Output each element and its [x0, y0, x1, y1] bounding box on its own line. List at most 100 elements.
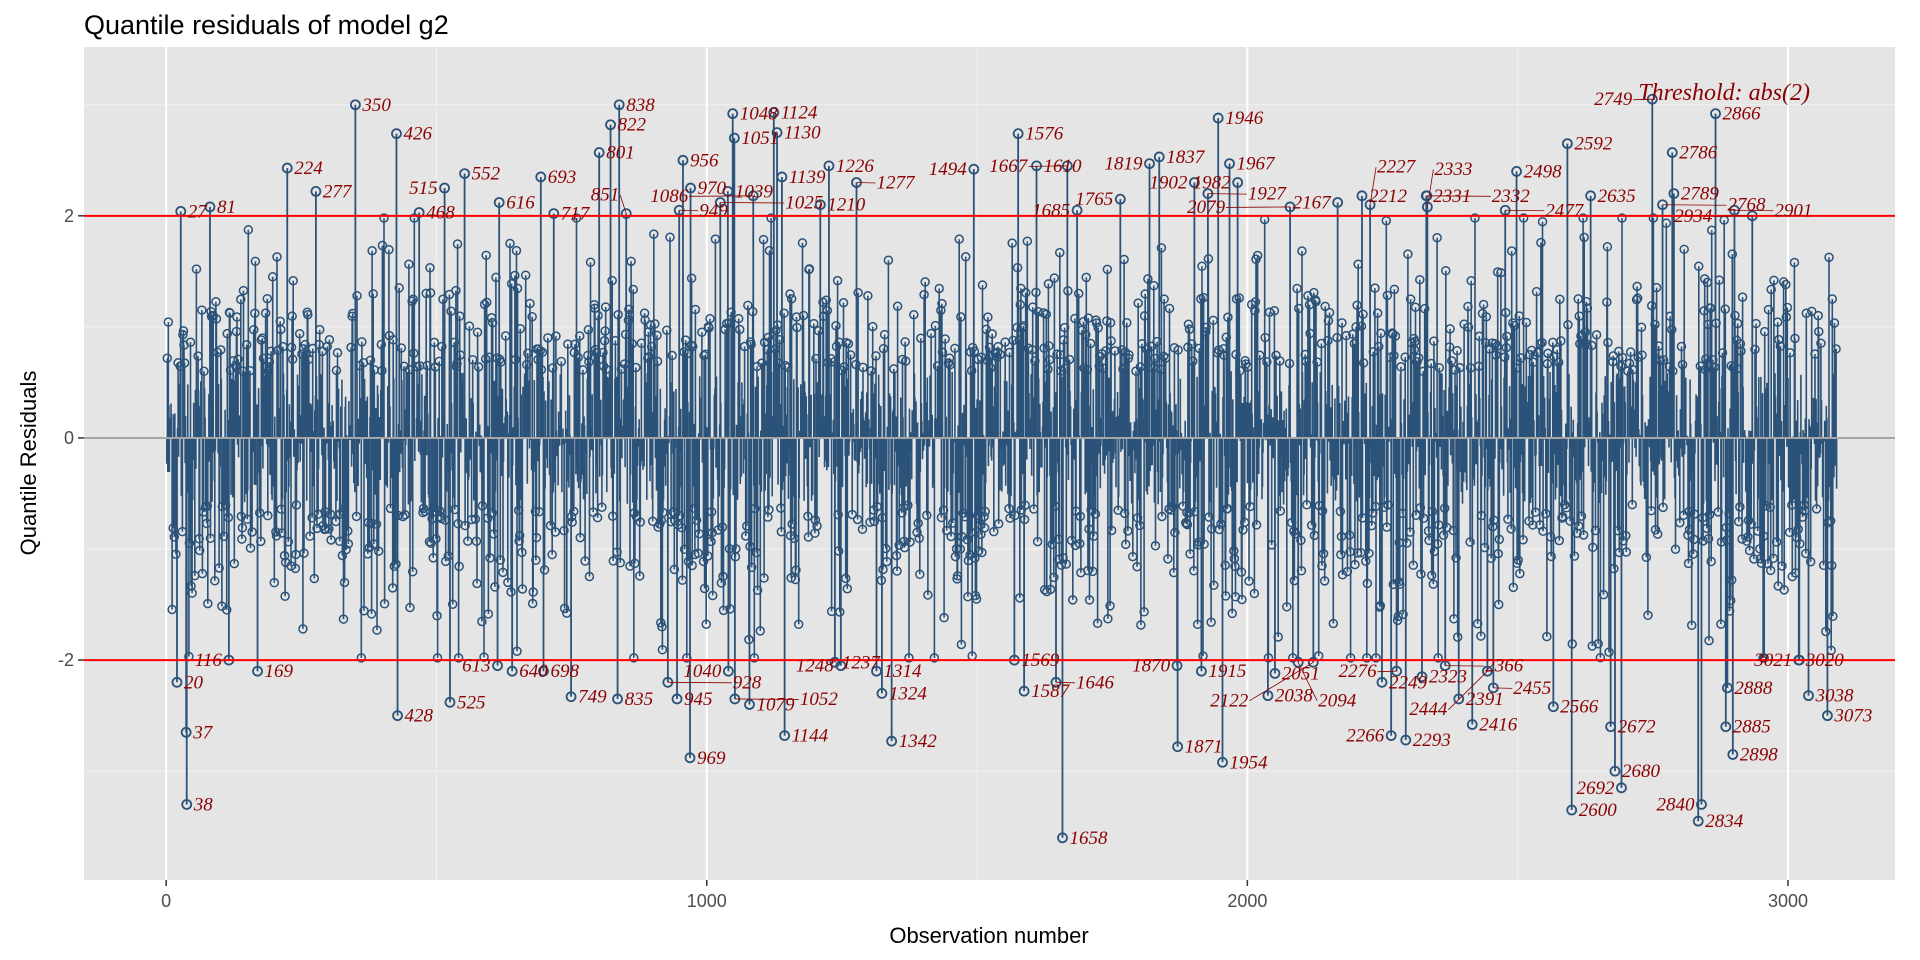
residual-point — [339, 503, 349, 514]
outlier-point — [493, 197, 505, 208]
residual-point — [1342, 566, 1353, 577]
residual-point — [1775, 341, 1786, 352]
residual-point — [845, 350, 856, 360]
residual-point — [1603, 337, 1613, 348]
outlier-point — [459, 168, 470, 180]
residual-point — [646, 341, 657, 352]
residual-point — [1349, 338, 1360, 349]
residual-point — [624, 310, 635, 320]
residual-point — [547, 363, 558, 373]
residual-point — [822, 305, 833, 316]
residual-point — [1779, 585, 1789, 595]
outlier-label: 37 — [192, 722, 214, 743]
residual-point — [1073, 288, 1084, 299]
residual-point — [1756, 558, 1767, 568]
residual-point — [1759, 653, 1769, 663]
residual-point — [1588, 542, 1598, 553]
residual-point — [899, 536, 909, 547]
residual-point — [1428, 579, 1439, 589]
residual-point — [1617, 213, 1627, 223]
label-leader-line — [1734, 209, 1774, 212]
residual-point — [1305, 328, 1315, 339]
residual-point — [236, 294, 246, 305]
residual-point — [248, 324, 259, 335]
x-axis-title: Observation number — [889, 923, 1088, 948]
residual-point — [1336, 549, 1346, 560]
residual-point — [749, 653, 760, 663]
residual-point — [1591, 330, 1602, 340]
residual-point — [1182, 519, 1193, 530]
residual-point — [490, 582, 500, 592]
residual-point — [277, 528, 287, 538]
outlier-label: 2038 — [1275, 686, 1314, 707]
residual-point — [1751, 318, 1761, 329]
residual-point — [1020, 500, 1030, 510]
label-leader-line — [1445, 665, 1485, 667]
label-leader-line — [689, 195, 754, 197]
residual-point — [1250, 305, 1260, 316]
residual-point — [1758, 531, 1769, 541]
residual-point — [1727, 249, 1738, 259]
residual-point — [1765, 565, 1776, 576]
outlier-label: 277 — [323, 181, 353, 202]
residual-point — [320, 506, 330, 517]
residual-point — [909, 310, 919, 320]
residual-point — [1014, 335, 1024, 345]
residual-point — [1084, 524, 1094, 534]
y-tick-label: -2 — [58, 650, 74, 670]
residual-point — [574, 331, 585, 341]
residual-point — [1059, 322, 1070, 333]
residual-point — [1567, 639, 1578, 649]
residual-point — [471, 536, 482, 546]
residual-point — [1139, 311, 1150, 321]
axis-ticks: 0 1000 2000 3000 -2 0 2 — [58, 206, 1808, 911]
residual-point — [759, 573, 769, 583]
residual-point — [1706, 556, 1716, 567]
residual-point — [485, 553, 495, 563]
residual-point — [677, 523, 687, 533]
residual-point — [521, 359, 532, 370]
residual-point — [432, 611, 442, 621]
label-leader-line — [1297, 662, 1318, 701]
residual-point — [1793, 524, 1803, 534]
outlier-label: 2789 — [1681, 184, 1720, 205]
residual-point — [686, 340, 696, 350]
residual-point — [981, 324, 992, 335]
residual-point — [812, 521, 822, 531]
x-tick-label: 0 — [161, 891, 171, 911]
residual-point — [1221, 332, 1232, 343]
outlier-point — [1511, 165, 1522, 177]
residual-point — [707, 590, 718, 601]
residual-point — [607, 275, 617, 286]
residual-point — [1488, 521, 1498, 532]
outlier-label: 2276 — [1339, 661, 1378, 682]
x-tick-label: 3000 — [1768, 891, 1808, 911]
residual-point — [1300, 349, 1310, 360]
residual-point — [1735, 502, 1745, 512]
outlier-label: 2898 — [1740, 745, 1779, 766]
residual-point — [443, 551, 454, 561]
residual-point — [746, 339, 756, 350]
outlier-point — [829, 656, 841, 668]
outlier-label: 1139 — [789, 167, 826, 188]
residual-point — [563, 339, 573, 349]
residual-point — [774, 334, 785, 345]
label-leader-line — [1028, 165, 1068, 167]
residual-point — [1123, 353, 1134, 364]
residual-point — [500, 331, 511, 341]
residual-point — [1416, 569, 1426, 579]
residual-point — [396, 343, 407, 353]
residual-point — [718, 605, 729, 616]
residual-point — [466, 514, 477, 525]
residual-point — [512, 646, 522, 657]
residual-point — [699, 350, 709, 361]
outlier-label: 2212 — [1369, 186, 1408, 207]
residual-point — [1410, 336, 1420, 347]
outlier-point — [835, 660, 847, 672]
residual-point — [421, 288, 431, 299]
residual-point — [470, 514, 481, 524]
residual-point — [955, 544, 966, 554]
residual-point — [271, 527, 281, 537]
residual-point — [1201, 322, 1212, 333]
residual-point — [1797, 512, 1808, 522]
